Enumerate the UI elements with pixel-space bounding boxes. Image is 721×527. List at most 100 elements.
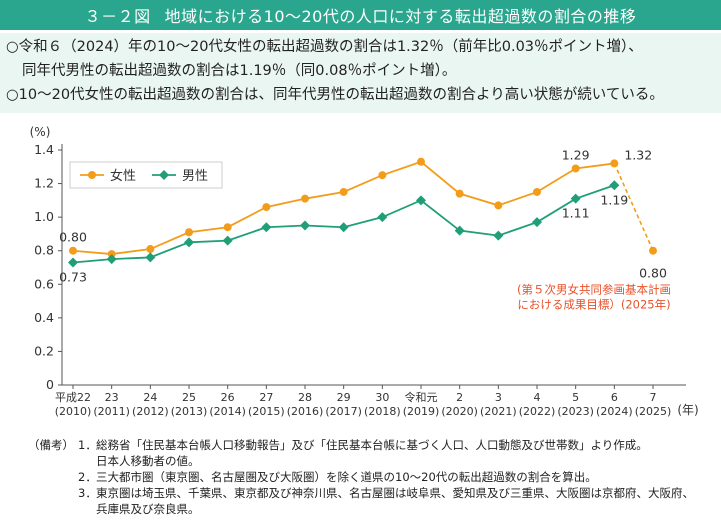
target-note: における成果目標）(2025年)	[517, 298, 670, 312]
x-tick-year-label: (2025)	[635, 405, 672, 418]
x-tick-label: 6	[611, 391, 618, 404]
x-tick-year-label: (2021)	[480, 405, 517, 418]
x-tick-year-label: (2013)	[171, 405, 208, 418]
notes: （備考） 1． 総務省「住民基本台帳人口移動報告」及び「住民基本台帳に基づく人口…	[28, 437, 718, 517]
note-text: 三大都市圏（東京圏、名古屋圏及び大阪圏）を除く道県の10～20代の転出超過数の割…	[96, 470, 597, 484]
x-tick-label: 5	[572, 391, 579, 404]
data-point-female	[494, 201, 503, 210]
figure-title-bar: ３－２図 地域における10～20代の人口に対する転出超過数の割合の推移	[0, 0, 721, 30]
note-text: 兵庫県及び奈良県。	[96, 502, 200, 516]
data-label: 0.73	[59, 269, 87, 284]
data-label: 1.19	[600, 192, 628, 207]
x-axis-unit: (年)	[677, 403, 698, 417]
data-point-male	[338, 222, 349, 233]
x-tick-label: 27	[259, 391, 273, 404]
data-point-male	[570, 193, 581, 204]
data-label: 0.80	[59, 230, 87, 245]
x-tick-year-label: (2012)	[132, 405, 169, 418]
x-tick-year-label: (2022)	[519, 405, 556, 418]
x-tick-label: 23	[105, 391, 119, 404]
note-number: 3．	[78, 486, 97, 500]
figure-title: 地域における10～20代の人口に対する転出超過数の割合の推移	[164, 7, 637, 26]
data-point-female	[262, 203, 271, 212]
notes-label: （備考）	[28, 438, 74, 452]
summary-line-2: 同年代男性の転出超過数の割合は1.19％（同0.08％ポイント増）。	[22, 63, 457, 79]
x-tick-label: 26	[221, 391, 235, 404]
target-point	[649, 246, 657, 255]
y-tick-label: 1.2	[34, 176, 54, 191]
data-point-male	[609, 180, 620, 191]
note-number: 1．	[78, 438, 97, 452]
y-axis-unit: (%)	[30, 125, 51, 139]
y-tick-label: 0.6	[34, 276, 54, 291]
data-point-female	[107, 250, 116, 259]
x-tick-label: 25	[182, 391, 196, 404]
data-point-male	[145, 252, 156, 263]
data-point-male	[261, 222, 272, 233]
data-point-male	[416, 195, 426, 206]
data-point-male	[106, 254, 117, 265]
note-text: 日本人移動者の値。	[96, 454, 200, 468]
data-point-male	[300, 220, 310, 231]
legend-marker-male	[159, 170, 169, 180]
x-tick-year-label: (2014)	[209, 405, 246, 418]
target-value-label: 0.80	[639, 266, 667, 281]
data-label: 1.11	[562, 206, 590, 221]
x-tick-label: 3	[495, 391, 502, 404]
x-tick-label: 30	[375, 391, 389, 404]
x-tick-label: 24	[143, 391, 157, 404]
note-number	[78, 501, 96, 517]
note-row: 日本人移動者の値。	[28, 453, 718, 469]
data-point-female	[223, 223, 232, 232]
y-tick-label: 1.4	[34, 142, 54, 157]
x-tick-year-label: (2011)	[93, 405, 130, 418]
x-tick-year-label: (2020)	[441, 405, 478, 418]
legend: 女性 男性	[69, 161, 223, 189]
data-point-male	[493, 230, 504, 241]
x-tick-year-label: (2019)	[403, 405, 440, 418]
data-point-female	[69, 246, 77, 255]
y-tick-label: 1.0	[34, 209, 54, 224]
x-tick-label: 平成22	[55, 391, 91, 404]
x-tick-label: 7	[650, 391, 657, 404]
target-note: (第５次男女共同参画基本計画	[517, 283, 671, 297]
note-number: 2．	[78, 470, 97, 484]
note-row: 2． 三大都市圏（東京圏、名古屋圏及び大阪圏）を除く道県の10～20代の転出超過…	[28, 469, 718, 485]
summary-line-3: ○10～20代女性の転出超過数の割合は、同年代男性の転出超過数の割合より高い状態…	[6, 87, 664, 103]
x-tick-year-label: (2023)	[557, 405, 594, 418]
x-tick-label: 令和元	[405, 390, 438, 404]
note-row: 兵庫県及び奈良県。	[28, 501, 718, 517]
data-point-male	[532, 217, 542, 228]
data-point-female	[301, 194, 309, 203]
summary-line-1: ○令和６（2024）年の10～20代女性の転出超過数の割合は1.32％（前年比0…	[6, 39, 643, 55]
legend-label: 女性	[110, 168, 136, 184]
legend-label: 男性	[182, 169, 208, 184]
note-row: （備考） 1． 総務省「住民基本台帳人口移動報告」及び「住民基本台帳に基づく人口…	[28, 437, 718, 453]
x-tick-label: 2	[456, 391, 463, 404]
x-tick-year-label: (2016)	[287, 405, 324, 418]
data-label: 1.32	[624, 147, 652, 162]
data-point-male	[184, 237, 194, 248]
x-tick-year-label: (2017)	[325, 405, 362, 418]
data-point-male	[68, 257, 78, 268]
data-point-female	[339, 187, 348, 196]
note-text: 総務省「住民基本台帳人口移動報告」及び「住民基本台帳に基づく人口、人口動態及び世…	[96, 438, 648, 452]
y-tick-label: 0.4	[34, 310, 54, 325]
note-row: 3． 東京圏は埼玉県、千葉県、東京都及び神奈川県、名古屋圏は岐阜県、愛知県及び三…	[28, 485, 718, 501]
data-point-female	[146, 245, 155, 254]
x-tick-label: 4	[534, 391, 541, 404]
figure-number: ３－２図	[84, 7, 151, 26]
x-tick-year-label: (2024)	[596, 405, 633, 418]
data-point-female	[533, 187, 541, 196]
x-tick-label: 28	[298, 391, 312, 404]
x-tick-year-label: (2018)	[364, 405, 401, 418]
data-label: 1.29	[562, 147, 590, 162]
legend-marker-female	[88, 171, 96, 179]
data-point-female	[455, 189, 464, 198]
data-point-male	[222, 235, 233, 246]
data-point-male	[454, 225, 465, 236]
target-dashed-line	[613, 163, 654, 252]
y-tick-label: 0.8	[34, 243, 54, 258]
data-point-female	[378, 171, 387, 180]
